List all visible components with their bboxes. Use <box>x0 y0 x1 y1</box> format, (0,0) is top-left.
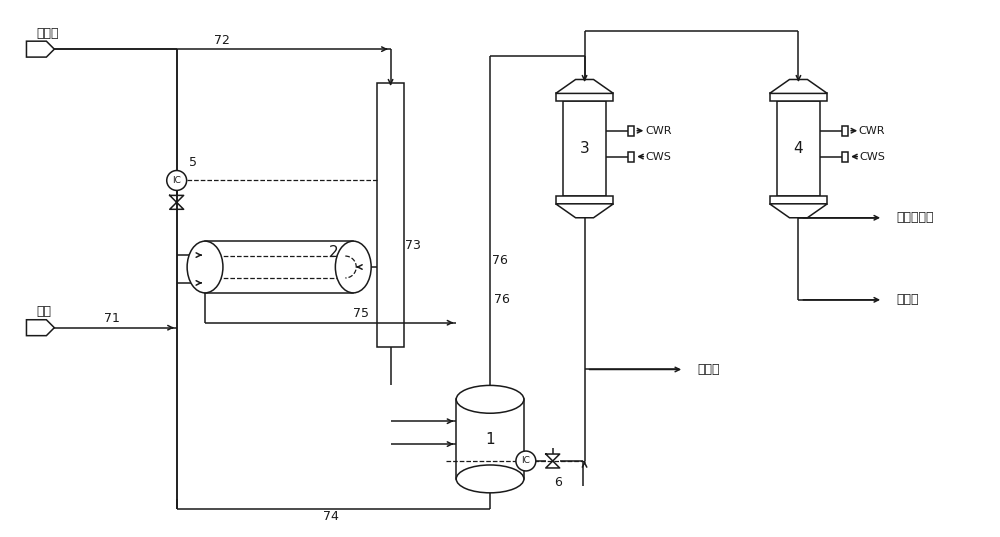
Bar <box>377 83 404 347</box>
Ellipse shape <box>456 386 524 413</box>
Bar <box>556 196 613 204</box>
Bar <box>456 400 524 479</box>
Text: 72: 72 <box>214 34 229 47</box>
Text: 71: 71 <box>104 312 120 325</box>
Bar <box>770 93 827 101</box>
Bar <box>777 101 820 196</box>
Text: 75: 75 <box>353 307 369 320</box>
Text: IC: IC <box>521 456 530 466</box>
Ellipse shape <box>456 465 524 493</box>
Polygon shape <box>26 41 54 57</box>
Bar <box>770 196 827 204</box>
Bar <box>842 126 848 136</box>
Text: 4: 4 <box>794 141 803 156</box>
Text: 酸水罐: 酸水罐 <box>697 363 719 376</box>
Bar <box>628 126 634 136</box>
Text: 3: 3 <box>580 141 589 156</box>
Text: 6: 6 <box>554 476 562 489</box>
Text: CWS: CWS <box>645 151 671 162</box>
Text: CWS: CWS <box>859 151 885 162</box>
Text: IC: IC <box>172 176 181 185</box>
Polygon shape <box>556 204 613 218</box>
Polygon shape <box>556 79 613 93</box>
Polygon shape <box>26 320 54 336</box>
Bar <box>628 151 634 162</box>
Polygon shape <box>770 79 827 93</box>
Text: 后处理系统: 后处理系统 <box>896 211 933 224</box>
Text: 2: 2 <box>329 244 339 259</box>
Text: 1: 1 <box>485 432 495 447</box>
Bar <box>556 93 613 101</box>
Text: 甲醇: 甲醇 <box>36 305 51 318</box>
Text: CWR: CWR <box>859 126 885 136</box>
Text: 76: 76 <box>492 253 508 266</box>
Text: CWR: CWR <box>645 126 671 136</box>
Ellipse shape <box>187 241 223 293</box>
Ellipse shape <box>335 241 371 293</box>
Bar <box>842 151 848 162</box>
Polygon shape <box>770 204 827 218</box>
Circle shape <box>516 451 536 471</box>
Circle shape <box>167 171 187 191</box>
Text: 76: 76 <box>494 293 510 306</box>
Text: 酸水罐: 酸水罐 <box>896 293 918 306</box>
Text: 5: 5 <box>189 156 197 169</box>
Text: 氯化氢: 氯化氢 <box>36 27 59 40</box>
Text: 74: 74 <box>323 510 339 523</box>
Text: 73: 73 <box>405 238 420 252</box>
Bar <box>563 101 606 196</box>
Bar <box>205 241 353 293</box>
